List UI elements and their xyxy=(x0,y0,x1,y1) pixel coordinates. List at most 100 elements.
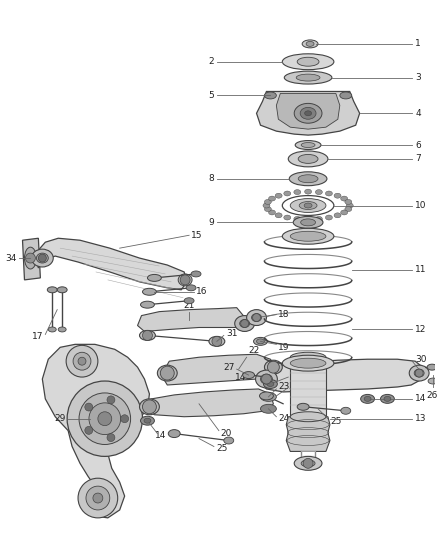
Circle shape xyxy=(89,403,121,434)
Circle shape xyxy=(268,361,279,373)
Text: 5: 5 xyxy=(208,91,214,100)
Ellipse shape xyxy=(235,316,254,332)
Polygon shape xyxy=(138,308,247,332)
Ellipse shape xyxy=(288,151,328,167)
Ellipse shape xyxy=(297,57,319,66)
Text: 17: 17 xyxy=(32,332,43,341)
Text: 10: 10 xyxy=(415,201,427,210)
Text: 18: 18 xyxy=(278,310,290,319)
Ellipse shape xyxy=(345,199,352,204)
Ellipse shape xyxy=(304,203,312,208)
Ellipse shape xyxy=(427,364,437,370)
Ellipse shape xyxy=(306,42,314,46)
Polygon shape xyxy=(161,354,276,385)
Text: 12: 12 xyxy=(415,325,427,334)
Ellipse shape xyxy=(36,253,48,263)
Circle shape xyxy=(73,352,91,370)
Ellipse shape xyxy=(341,407,351,414)
Ellipse shape xyxy=(261,405,276,413)
Text: 22: 22 xyxy=(249,346,260,356)
Ellipse shape xyxy=(284,215,291,220)
Circle shape xyxy=(66,345,98,377)
Circle shape xyxy=(212,336,222,346)
Text: 14: 14 xyxy=(415,394,427,403)
Polygon shape xyxy=(257,92,360,135)
Text: 6: 6 xyxy=(415,141,421,150)
Ellipse shape xyxy=(284,71,332,84)
Ellipse shape xyxy=(283,228,334,244)
Ellipse shape xyxy=(346,203,353,208)
Ellipse shape xyxy=(283,54,334,70)
Ellipse shape xyxy=(47,287,57,293)
Ellipse shape xyxy=(297,403,309,410)
Ellipse shape xyxy=(255,370,277,388)
Circle shape xyxy=(415,369,423,377)
Text: 11: 11 xyxy=(415,265,427,274)
Ellipse shape xyxy=(301,142,315,148)
Text: 7: 7 xyxy=(415,155,421,164)
Text: 8: 8 xyxy=(208,174,214,183)
Ellipse shape xyxy=(334,193,341,198)
Ellipse shape xyxy=(290,352,326,362)
Circle shape xyxy=(107,396,115,404)
Text: 32: 32 xyxy=(288,383,300,391)
Bar xyxy=(290,357,326,417)
Circle shape xyxy=(253,313,261,321)
Circle shape xyxy=(79,393,131,445)
Ellipse shape xyxy=(302,40,318,48)
Ellipse shape xyxy=(304,111,311,116)
Ellipse shape xyxy=(261,392,276,401)
Ellipse shape xyxy=(144,418,151,423)
Text: 3: 3 xyxy=(415,73,421,82)
Text: 34: 34 xyxy=(5,254,17,263)
Ellipse shape xyxy=(141,416,155,425)
Circle shape xyxy=(86,486,110,510)
Ellipse shape xyxy=(142,288,156,295)
Text: 19: 19 xyxy=(278,343,290,352)
Polygon shape xyxy=(36,238,187,290)
Text: 24: 24 xyxy=(278,414,290,423)
Ellipse shape xyxy=(32,249,53,267)
Circle shape xyxy=(142,400,156,414)
Ellipse shape xyxy=(251,313,261,321)
Ellipse shape xyxy=(268,196,276,201)
Ellipse shape xyxy=(243,372,254,378)
Circle shape xyxy=(78,478,118,518)
Ellipse shape xyxy=(265,92,276,99)
Circle shape xyxy=(142,330,152,341)
Ellipse shape xyxy=(191,271,201,277)
Ellipse shape xyxy=(300,107,316,119)
Ellipse shape xyxy=(261,374,272,384)
Ellipse shape xyxy=(265,199,271,204)
Text: 20: 20 xyxy=(221,429,232,438)
Ellipse shape xyxy=(341,196,348,201)
Ellipse shape xyxy=(184,298,194,304)
Text: 15: 15 xyxy=(191,231,203,240)
Ellipse shape xyxy=(304,189,311,194)
Ellipse shape xyxy=(294,456,322,470)
Polygon shape xyxy=(42,344,149,518)
Circle shape xyxy=(303,458,313,469)
Text: 27: 27 xyxy=(223,362,235,372)
Circle shape xyxy=(85,426,93,434)
Ellipse shape xyxy=(140,330,155,341)
Ellipse shape xyxy=(345,207,352,212)
Ellipse shape xyxy=(299,201,317,209)
Text: 9: 9 xyxy=(208,218,214,227)
Ellipse shape xyxy=(360,394,374,403)
Ellipse shape xyxy=(141,301,155,308)
Text: 31: 31 xyxy=(226,329,237,338)
Ellipse shape xyxy=(289,172,327,185)
Ellipse shape xyxy=(294,190,301,195)
Ellipse shape xyxy=(254,337,268,345)
Circle shape xyxy=(67,381,142,456)
Ellipse shape xyxy=(259,392,273,400)
Ellipse shape xyxy=(148,274,161,281)
Text: 14: 14 xyxy=(155,431,167,440)
Ellipse shape xyxy=(334,213,341,218)
Ellipse shape xyxy=(293,216,323,228)
Text: 2: 2 xyxy=(208,57,214,66)
Circle shape xyxy=(98,412,112,426)
Ellipse shape xyxy=(298,175,318,183)
Ellipse shape xyxy=(264,379,277,389)
